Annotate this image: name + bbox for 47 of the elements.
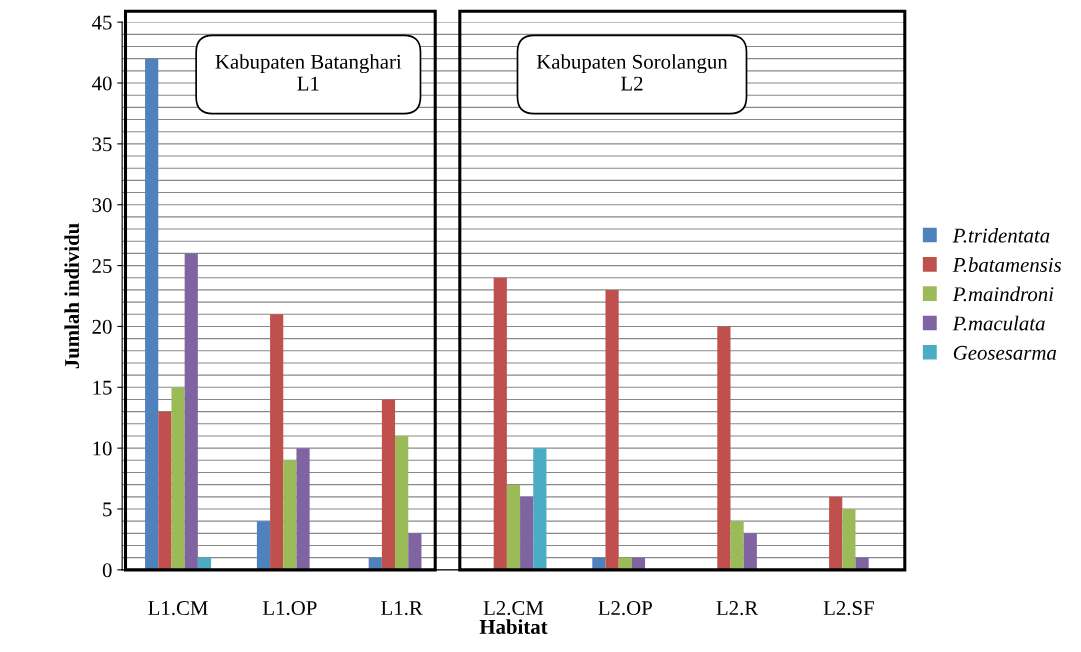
x-tick-label: L2.SF <box>823 601 874 616</box>
legend-label: P.batamensis <box>952 257 1062 272</box>
y-tick-label: 5 <box>103 502 112 517</box>
annotation: Kabupaten Batanghari L1 <box>215 54 402 91</box>
legend-label: P.maindroni <box>952 286 1054 302</box>
bar <box>408 533 422 570</box>
x-tick-label: L2.CM <box>483 601 544 616</box>
y-tick-label: 30 <box>92 198 112 213</box>
bar <box>184 253 198 570</box>
bar <box>842 508 856 570</box>
bar <box>270 314 284 570</box>
annotation: Kabupaten Sorolangun L2 <box>536 54 728 91</box>
y-tick-label: 45 <box>92 15 112 30</box>
bar <box>605 289 619 570</box>
y-tick-label: 40 <box>92 76 112 91</box>
y-tick-label: 15 <box>93 380 112 395</box>
bar <box>533 448 547 570</box>
x-tick-label: L1.CM <box>148 601 208 616</box>
bar <box>256 521 271 570</box>
bar <box>506 484 521 570</box>
x-tick-label: L1.OP <box>262 601 317 616</box>
y-tick-label: 20 <box>92 319 112 334</box>
x-tick-label: L2.R <box>716 601 759 616</box>
bar <box>158 411 172 570</box>
y-tick-label: 25 <box>92 259 112 274</box>
y-tick-label: 10 <box>93 441 112 456</box>
bar <box>829 496 843 570</box>
x-axis-title: Habitat <box>479 619 548 634</box>
legend-label: Geosesarma <box>953 345 1057 360</box>
y-tick-label: 0 <box>102 563 112 578</box>
legend-label: P.maculata <box>952 315 1045 331</box>
x-tick-label: L2.OP <box>598 601 652 616</box>
bar <box>381 399 396 570</box>
bar <box>296 448 310 570</box>
bar <box>493 277 507 570</box>
bar <box>520 496 534 570</box>
bar <box>283 460 297 570</box>
bar <box>730 521 744 570</box>
bar <box>145 58 159 570</box>
y-tick-label: 35 <box>92 137 112 152</box>
y-axis-title: Jumlah individu <box>64 223 80 369</box>
bar <box>743 533 757 570</box>
x-tick-label: L1.R <box>381 601 423 616</box>
bar <box>717 326 731 570</box>
bar <box>395 435 409 570</box>
bar <box>171 387 185 570</box>
legend-label: P.tridentata <box>952 227 1050 243</box>
